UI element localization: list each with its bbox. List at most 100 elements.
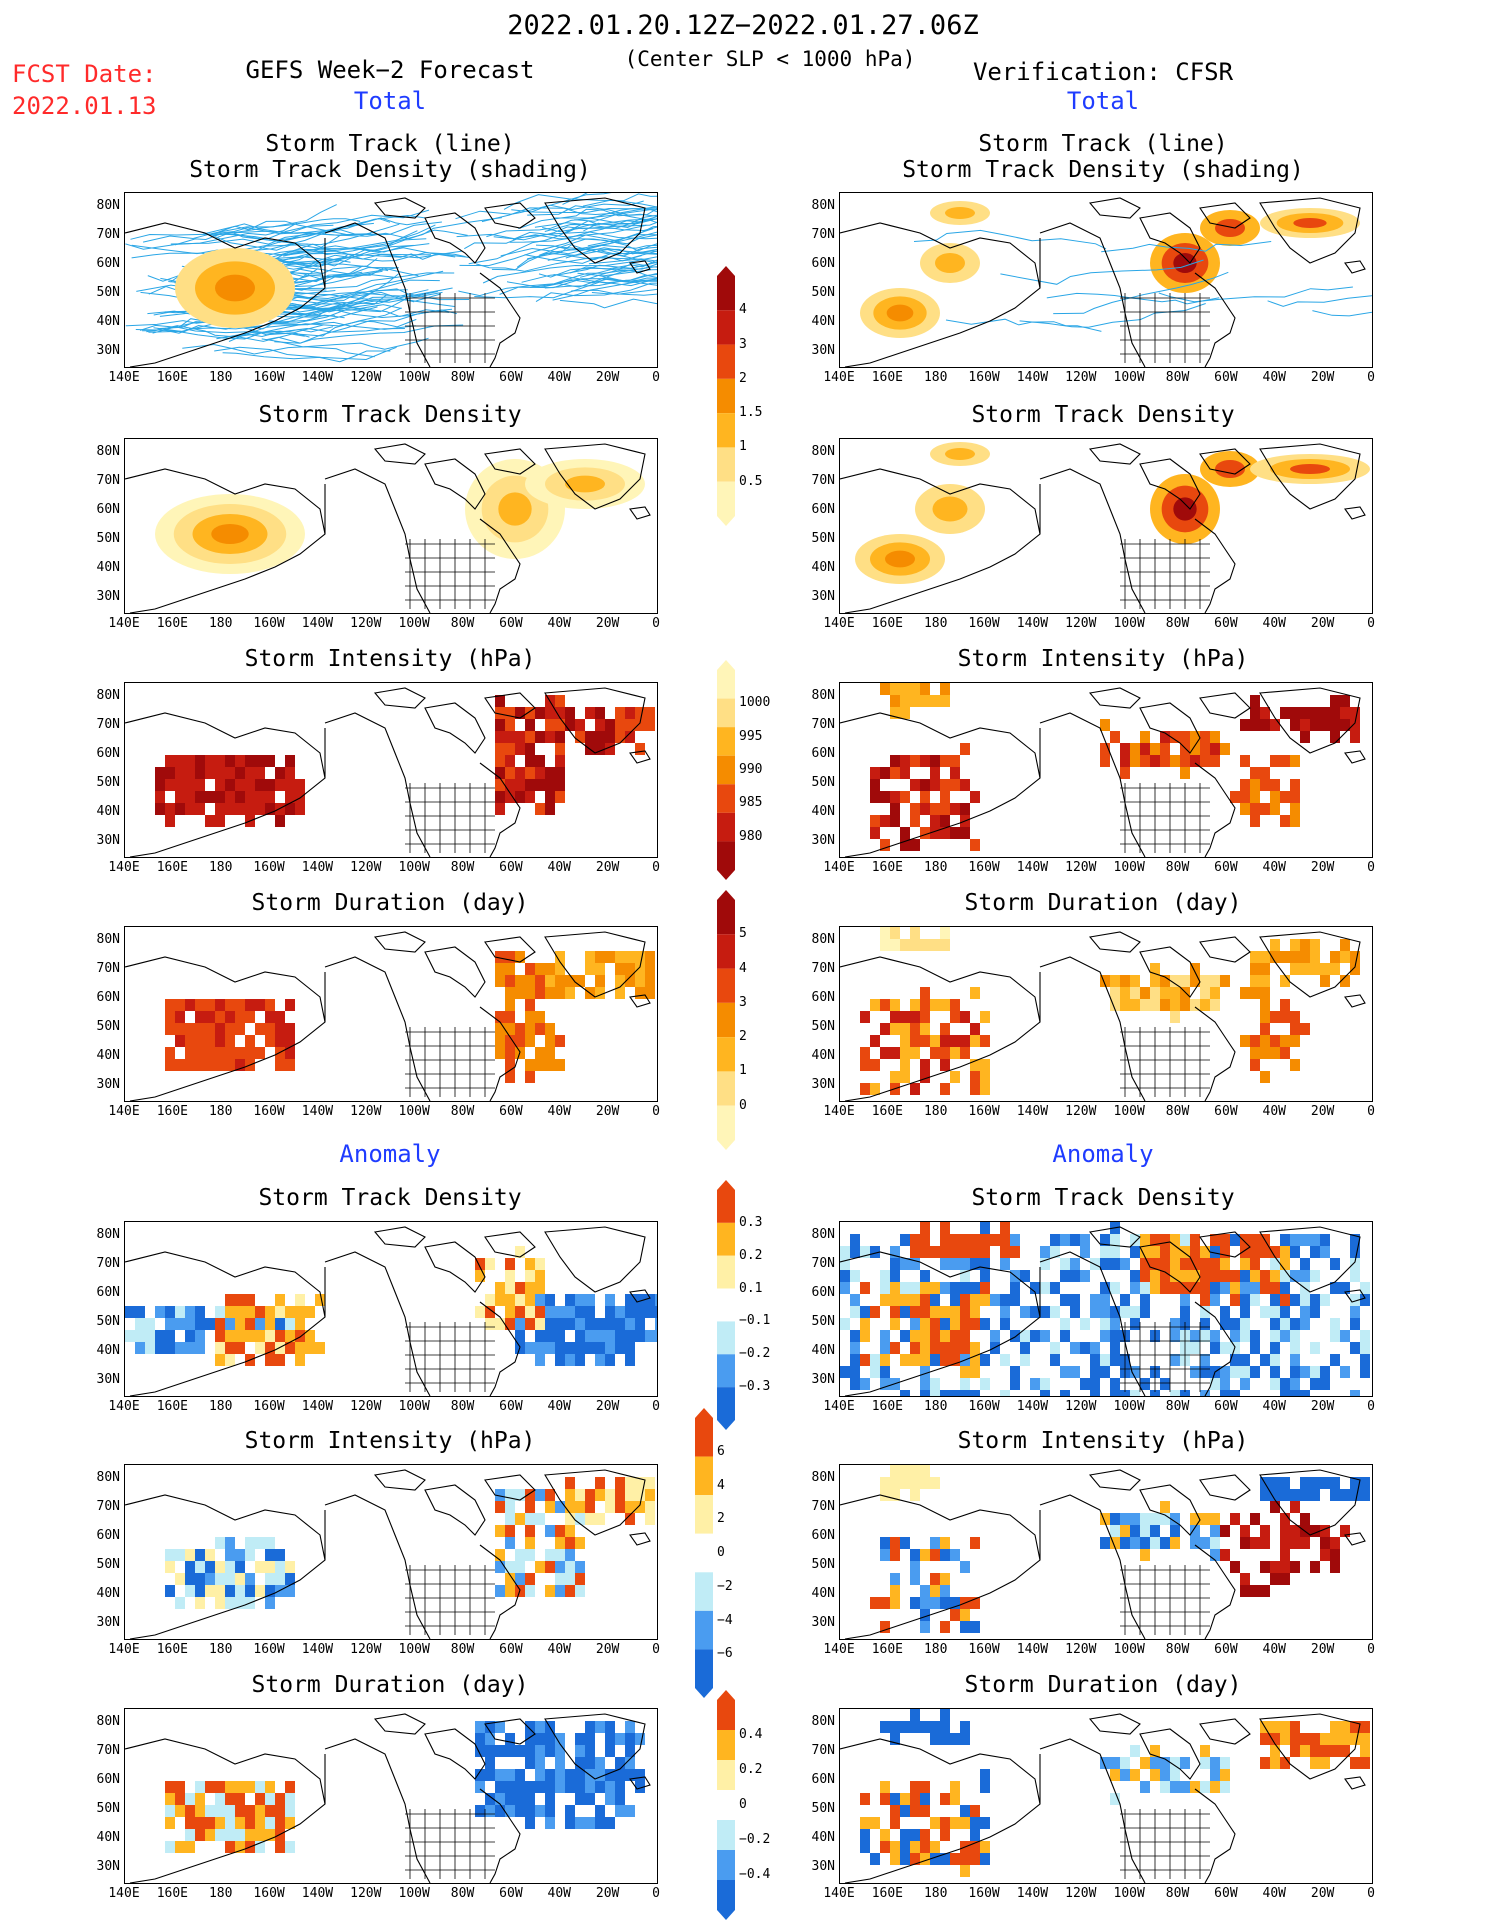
- colorbar-tick-label: −0.1: [739, 1313, 771, 1329]
- gefs-duration-anom-panel: [124, 1708, 658, 1884]
- lat-tick-label: 50N: [811, 1314, 835, 1329]
- shading-region: [475, 1246, 545, 1330]
- lat-tick-label: 30N: [96, 343, 120, 358]
- colorbar-tick-label: 2: [739, 370, 747, 386]
- p1-right-title-line: Storm Track (line): [978, 131, 1228, 157]
- lat-tick-label: 40N: [811, 1830, 835, 1845]
- coastline-outline: [125, 687, 651, 857]
- us-state-borders: [1120, 1322, 1210, 1392]
- lon-tick-label: 160E: [871, 370, 904, 385]
- colorbar-tick-label: 4: [739, 960, 747, 976]
- lon-tick-label: 140W: [301, 1642, 334, 1657]
- lat-tick-label: 70N: [96, 717, 120, 732]
- lat-tick-label: 80N: [811, 1227, 835, 1242]
- shading-region: [155, 755, 305, 827]
- lon-tick-label: 140E: [823, 1104, 855, 1119]
- lon-tick-label: 160E: [156, 1886, 189, 1901]
- lat-tick-label: 30N: [811, 1859, 835, 1874]
- lon-tick-label: 180: [208, 1104, 233, 1119]
- p4-left-title: Storm Duration (day): [251, 890, 529, 916]
- lat-tick-label: 30N: [811, 589, 835, 604]
- colorbar-tick-label: 0.5: [739, 473, 763, 489]
- shading-region: [1220, 1501, 1350, 1597]
- lon-tick-label: 160W: [968, 860, 1000, 875]
- lon-tick-label: 60W: [499, 860, 523, 875]
- lat-tick-label: 40N: [811, 1586, 835, 1601]
- colorbar-tick-label: 990: [739, 762, 763, 777]
- lat-tick-label: 40N: [96, 1343, 120, 1358]
- lon-tick-label: 120W: [1065, 1642, 1097, 1657]
- lat-tick-label: 80N: [96, 444, 120, 459]
- lon-tick-label: 160W: [968, 616, 1000, 631]
- lat-tick-label: 60N: [811, 1285, 835, 1300]
- lon-tick-label: 0: [652, 1886, 660, 1901]
- lat-tick-label: 50N: [811, 1019, 835, 1034]
- lon-tick-label: 80W: [450, 370, 475, 385]
- lon-tick-label: 140E: [108, 616, 140, 631]
- lon-tick-label: 160W: [968, 1886, 1000, 1901]
- lon-tick-label: 140E: [823, 370, 855, 385]
- lon-tick-label: 120W: [1065, 370, 1097, 385]
- lat-tick-label: 80N: [811, 1470, 835, 1485]
- colorbar-tick-label: 2: [717, 1511, 725, 1527]
- density-contour: [860, 288, 940, 338]
- lon-tick-label: 160W: [968, 370, 1000, 385]
- lat-tick-label: 70N: [96, 1743, 120, 1758]
- cfsr-intensity-panel: [839, 682, 1373, 858]
- lon-tick-label: 100W: [1113, 1399, 1145, 1414]
- lon-tick-label: 100W: [1113, 616, 1145, 631]
- colorbar-tick-label: 1.5: [739, 405, 763, 421]
- lat-tick-label: 40N: [96, 560, 120, 575]
- lon-tick-label: 0: [652, 1104, 660, 1119]
- us-state-borders: [1120, 783, 1210, 853]
- p2-left-title: Storm Track Density: [258, 402, 522, 428]
- p1-left-title-line: Storm Track (line): [265, 131, 515, 157]
- lon-tick-label: 40W: [1262, 370, 1287, 385]
- lon-tick-label: 60W: [1214, 1399, 1238, 1414]
- us-state-borders: [1120, 1809, 1210, 1879]
- lat-tick-label: 80N: [96, 1227, 120, 1242]
- intensity-anom-colorbar: [695, 1408, 713, 1702]
- p5-right-title: Storm Track Density: [971, 1185, 1235, 1211]
- lat-tick-label: 60N: [811, 256, 835, 271]
- lon-tick-label: 60W: [499, 616, 523, 631]
- lat-tick-label: 60N: [96, 1528, 120, 1543]
- us-state-borders: [1120, 539, 1210, 609]
- lat-tick-label: 40N: [811, 1343, 835, 1358]
- lat-tick-label: 70N: [811, 1499, 835, 1514]
- lat-tick-label: 30N: [811, 1615, 835, 1630]
- shading-region: [1240, 695, 1360, 743]
- coastline-outline: [840, 197, 1366, 367]
- lat-tick-label: 50N: [811, 285, 835, 300]
- lon-tick-label: 80W: [1165, 1399, 1190, 1414]
- coastline-outline: [840, 443, 1366, 613]
- lon-tick-label: 120W: [350, 370, 382, 385]
- density-contour: [1200, 451, 1260, 487]
- lat-tick-label: 60N: [96, 746, 120, 761]
- colorbar-tick-label: 1000: [739, 695, 771, 711]
- lon-tick-label: 180: [208, 370, 233, 385]
- lon-tick-label: 140E: [823, 1399, 855, 1414]
- colorbar-tick-label: 995: [739, 728, 763, 744]
- lon-tick-label: 160W: [253, 1642, 285, 1657]
- lon-tick-label: 160E: [156, 860, 189, 875]
- lon-tick-label: 140E: [823, 616, 855, 631]
- lon-tick-label: 80W: [450, 1104, 475, 1119]
- lon-tick-label: 40W: [547, 1886, 572, 1901]
- lat-tick-label: 50N: [96, 1314, 120, 1329]
- lon-tick-label: 100W: [1113, 1886, 1145, 1901]
- gefs-duration-anom-panel-map: [125, 1713, 651, 1883]
- shading-region: [880, 1465, 940, 1501]
- lon-tick-label: 140E: [108, 1104, 140, 1119]
- lon-tick-label: 180: [923, 1104, 948, 1119]
- lon-tick-label: 100W: [398, 1886, 430, 1901]
- shading-region: [880, 927, 950, 951]
- lon-tick-label: 140W: [1016, 1886, 1049, 1901]
- lat-tick-label: 80N: [96, 1470, 120, 1485]
- lon-tick-label: 80W: [450, 1642, 475, 1657]
- lon-tick-label: 180: [208, 616, 233, 631]
- lon-tick-label: 60W: [499, 1104, 523, 1119]
- shading-region: [860, 1282, 990, 1378]
- density-colorbar: [717, 266, 735, 530]
- p3-right-title: Storm Intensity (hPa): [957, 646, 1249, 672]
